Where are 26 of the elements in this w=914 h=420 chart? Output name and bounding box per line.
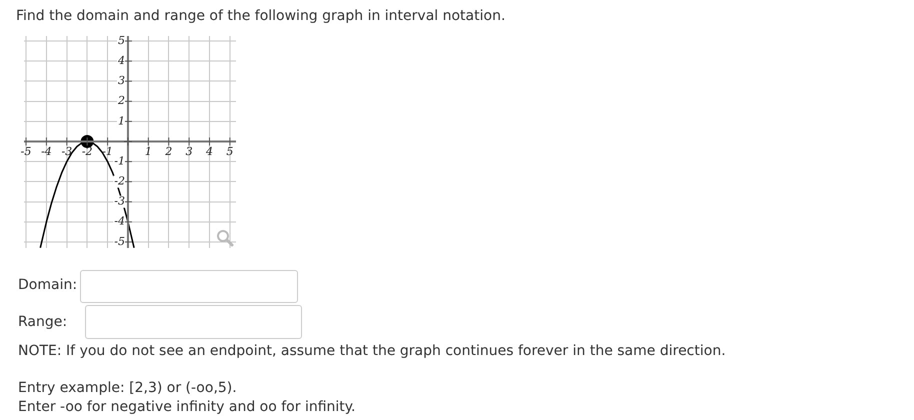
- x-tick-label: 5: [226, 144, 234, 158]
- text: Range:: [18, 314, 68, 330]
- y-tick-label: 4: [116, 54, 125, 67]
- x-tick-label: 2: [164, 144, 172, 158]
- x-tick-label: -5: [20, 144, 32, 158]
- y-tick-label: -1: [114, 154, 125, 168]
- text: Domain:: [18, 277, 78, 293]
- x-tick-label: 3: [186, 144, 193, 158]
- x-tick-label: -4: [41, 144, 52, 158]
- text: Entry example: [2,3) or (-oo,5).: [18, 380, 237, 396]
- y-tick-label: -4: [114, 214, 125, 228]
- x-tick-label: -2: [82, 144, 93, 158]
- y-tick-label: 2: [116, 94, 125, 108]
- y-tick-label: -3: [114, 194, 125, 208]
- x-tick-label: -3: [61, 144, 72, 158]
- y-tick-label: -5: [114, 234, 125, 248]
- y-tick-label: 5: [118, 34, 125, 47]
- chart-title: Find the domain and range of the following graph in interval notation.: [16, 8, 506, 24]
- x-tick-label: 4: [205, 144, 213, 158]
- text: NOTE: If you do not see an endpoint, assume that the graph continues forever in the same direction.: [18, 343, 726, 359]
- y-tick-label: -2: [114, 174, 125, 188]
- y-tick-label: 1: [118, 114, 125, 128]
- x-tick-label: -1: [102, 144, 113, 158]
- x-tick-label: 1: [144, 144, 152, 158]
- y-tick-label: 3: [118, 74, 125, 88]
- text: Enter -oo for negative infinity and oo for infinity.: [18, 399, 356, 415]
